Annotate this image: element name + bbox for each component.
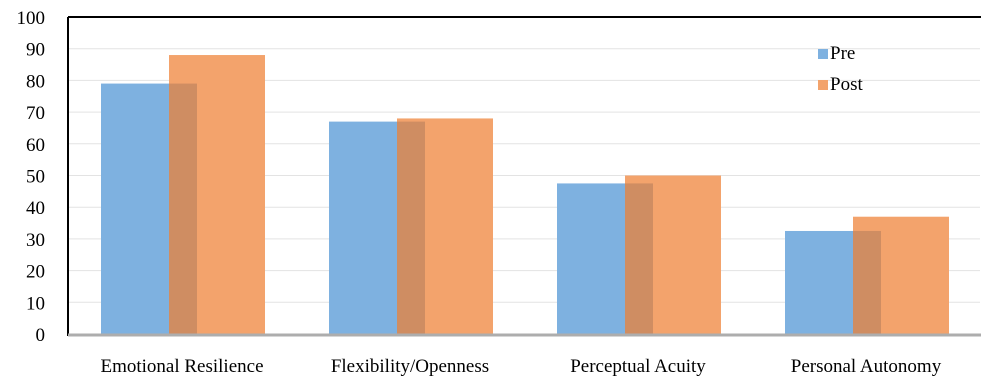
bar-overlap [397,121,425,334]
y-tick-label: 20 [26,262,45,283]
y-tick-label: 30 [26,230,45,251]
legend-swatch-pre [818,49,828,59]
y-tick-label: 80 [26,71,45,92]
y-tick-labels: 0 10 20 30 40 50 60 70 80 90 100 [17,8,46,346]
category-label: Emotional Resilience [100,356,263,376]
legend-label-pre: Pre [830,43,855,64]
bar-overlap [625,183,653,334]
bar-overlap [853,230,881,334]
category-label: Perceptual Acuity [570,356,706,376]
legend: Pre Post [818,43,863,95]
legend-swatch-post [818,80,828,90]
y-tick-label: 100 [17,8,46,29]
y-tick-label: 0 [36,325,46,346]
category-label: Flexibility/Openness [331,356,489,376]
y-tick-label: 60 [26,135,45,156]
y-tick-label: 40 [26,198,45,219]
legend-label-post: Post [830,74,863,95]
y-tick-label: 70 [26,103,45,124]
bars [101,55,949,334]
axes [67,16,981,337]
y-tick-label: 50 [26,167,45,188]
category-labels: Emotional Resilience Flexibility/Openness… [100,356,941,376]
bar-overlap [169,83,197,334]
category-label: Personal Autonomy [791,356,942,376]
y-tick-label: 10 [26,293,45,314]
y-tick-label: 90 [26,40,45,61]
